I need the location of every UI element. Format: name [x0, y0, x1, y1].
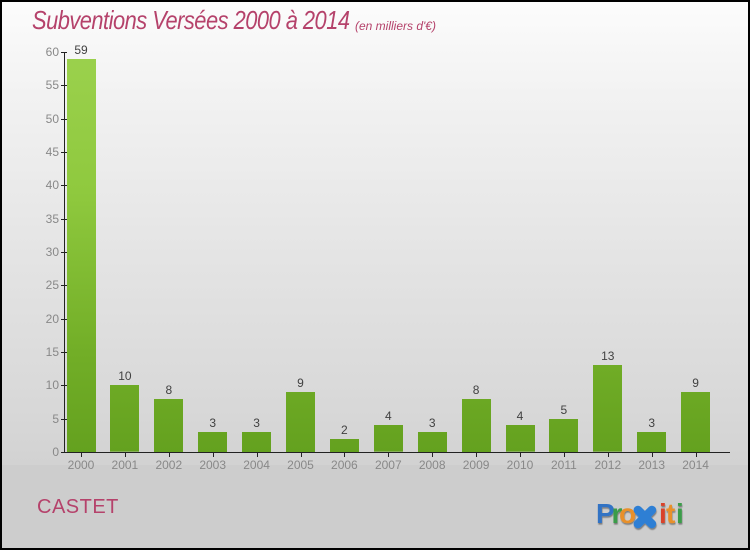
svg-text:o: o [619, 498, 636, 529]
svg-text:t: t [666, 498, 675, 529]
svg-text:i: i [676, 498, 684, 529]
